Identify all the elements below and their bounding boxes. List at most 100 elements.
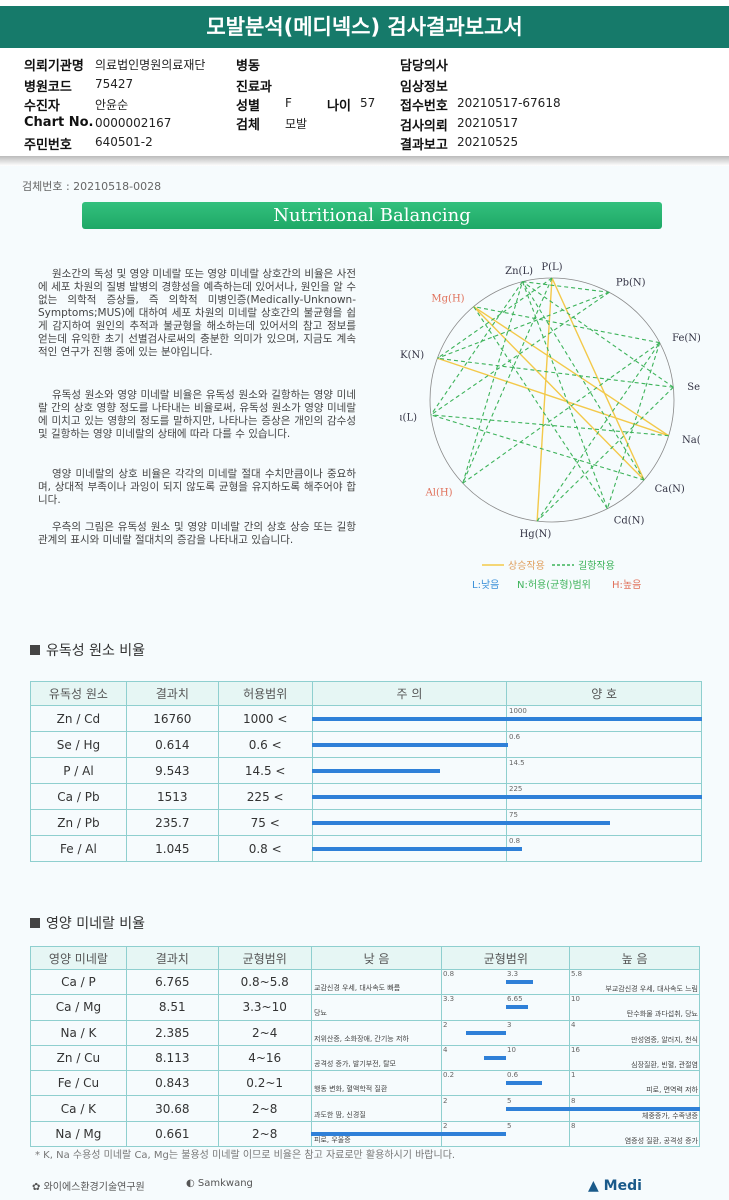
balance-bar — [466, 1030, 506, 1035]
wheel-node-label: Cd(N) — [614, 515, 645, 526]
ratio-bar — [312, 795, 702, 799]
balance-bar — [506, 980, 533, 984]
footer-samkwang-logo: ◐ Samkwang — [186, 1178, 253, 1189]
high-cell — [569, 1044, 700, 1072]
ratio-cell: P / Al — [30, 757, 127, 784]
threshold-tick-label: 225 — [509, 785, 523, 793]
value-cell: 0.661 — [125, 1120, 219, 1148]
ratio-cell: Se / Hg — [30, 731, 127, 758]
ratio-bar — [312, 847, 522, 851]
range-cell: 4~16 — [217, 1044, 312, 1072]
receipt-value: 20210517-67618 — [457, 96, 561, 110]
synergy-line — [551, 277, 645, 481]
high-symptom-note: 심장질환, 빈혈, 관절염 — [631, 1060, 698, 1069]
age-value: 57 — [360, 96, 376, 110]
low-symptom-note: 피로, 우울증 — [314, 1135, 351, 1144]
synergy-line — [536, 277, 553, 522]
antagonism-line — [522, 281, 674, 388]
value-cell: 16760 — [125, 705, 219, 732]
table-header-row: 유독성 원소 결과치 허용범위 주 의 양 호 — [30, 681, 702, 706]
range-cell: 0.2~1 — [217, 1070, 312, 1097]
range-tick-label: 2 — [443, 1096, 448, 1105]
ward-label: 병동 — [236, 59, 260, 74]
antagonism-line — [430, 291, 610, 416]
range-tick-label: 4 — [571, 1020, 576, 1029]
header-cell: 영양 미네랄 — [30, 946, 127, 970]
range-tick-label: 0.2 — [443, 1071, 455, 1080]
table-row: Fe / Al 1.045 0.8 < — [30, 835, 702, 862]
ratio-cell: Na / K — [30, 1019, 127, 1046]
balance-cell — [441, 994, 571, 1021]
ratio-cell: Ca / Pb — [30, 783, 127, 810]
hospital-code-label: 병원코드 — [24, 80, 72, 95]
ratio-cell: Ca / P — [30, 968, 127, 996]
synergy-legend-label: 상승작용 — [508, 560, 545, 572]
header-cell: 양 호 — [506, 681, 702, 706]
low-symptom-note: 과도한 땀, 신경질 — [314, 1110, 366, 1119]
low-symptom-note: 저위산증, 소화장애, 간기능 저하 — [314, 1034, 409, 1043]
high-cell — [569, 1019, 700, 1046]
high-cell — [569, 994, 700, 1021]
footnote: * K, Na 수용성 미네랄 Ca, Mg는 불용성 미네랄 이므로 비율은 … — [35, 1150, 456, 1161]
low-cell — [310, 1070, 443, 1097]
balance-bar — [506, 1081, 542, 1086]
threshold-tick-label: 75 — [509, 811, 518, 819]
header-cell: 낮 음 — [310, 946, 443, 970]
patient-value: 안윤순 — [95, 98, 129, 112]
good-cell — [506, 757, 702, 784]
antagonism-line — [522, 281, 645, 481]
low-symptom-note: 교감신경 우세, 대사속도 빠름 — [314, 984, 401, 992]
wheel-node-label: Zn(L) — [505, 266, 533, 277]
institution-label: 의뢰기관명 — [24, 59, 84, 74]
age-label: 나이 — [327, 99, 351, 114]
header-cell: 주 의 — [311, 681, 508, 706]
threshold-tick-label: 14.5 — [509, 759, 525, 767]
high-legend-label: H:높음 — [612, 579, 641, 591]
low-cell — [310, 1019, 443, 1046]
hospital-code-value: 75427 — [95, 77, 134, 91]
table-header-row: 영양 미네랄 결과치 균형범위 낮 음 균형범위 높 음 — [30, 946, 700, 970]
intro-paragraph: 원소간의 독성 및 영양 미네랄 또는 영양 미네랄 상호간의 비율은 사전에 … — [38, 268, 356, 358]
ratio-cell: Fe / Al — [30, 835, 127, 862]
low-symptom-note: 당뇨 — [314, 1009, 327, 1018]
value-cell: 2.385 — [125, 1019, 219, 1046]
section-banner: Nutritional Balancing — [82, 202, 662, 229]
toxic-section-title: 유독성 원소 비율 — [30, 640, 145, 660]
range-tick-label: 10 — [571, 995, 580, 1004]
antagonism-line — [430, 414, 645, 481]
value-cell: 8.51 — [125, 994, 219, 1021]
high-symptom-note: 부교감신경 우세, 대사속도 느림 — [605, 985, 698, 993]
sex-value: F — [285, 96, 292, 110]
value-cell: 30.68 — [125, 1095, 219, 1122]
antagonism-line — [437, 291, 610, 359]
antagonism-line — [437, 277, 553, 359]
value-cell: 8.113 — [125, 1044, 219, 1072]
low-cell — [310, 1044, 443, 1072]
header-cell: 균형범위 — [217, 946, 312, 970]
range-tick-label: 5 — [507, 1096, 512, 1105]
low-cell — [310, 994, 443, 1021]
mineral-paragraph: 영양 미네랄의 상호 비율은 각각의 미네랄 절대 수치만큼이나 중요하며, 상… — [38, 468, 356, 506]
table-row: P / Al 9.543 14.5 < — [30, 757, 702, 784]
antagonism-line — [462, 342, 661, 484]
range-tick-label: 3.3 — [507, 970, 519, 978]
antagonism-line — [430, 281, 523, 416]
ratio-bar — [312, 769, 441, 773]
antagonism-line — [536, 386, 674, 522]
wheel-node-label: Al(H) — [425, 487, 453, 498]
range-cell: 14.5 < — [217, 757, 313, 784]
range-cell: 2~8 — [217, 1095, 312, 1122]
range-tick-label: 16 — [571, 1045, 580, 1054]
range-tick-label: 4 — [443, 1045, 448, 1054]
range-tick-label: 6.65 — [507, 995, 523, 1004]
table-row: Ca / Pb 1513 225 < — [30, 783, 702, 810]
dept-label: 진료과 — [236, 80, 272, 95]
specimen-number: 검체번호 : 20210518-0028 — [22, 180, 162, 193]
threshold-tick-label: 0.6 — [509, 733, 521, 741]
ratio-bar — [312, 743, 508, 747]
report-title: 모발분석(메디넥스) 검사결과보고서 — [0, 6, 729, 48]
antagonism-line — [536, 342, 661, 522]
low-symptom-note: 공격성 증가, 발기부전, 탈모 — [314, 1059, 396, 1068]
header-cell: 허용범위 — [217, 681, 313, 706]
doctor-label: 담당의사 — [400, 59, 448, 74]
